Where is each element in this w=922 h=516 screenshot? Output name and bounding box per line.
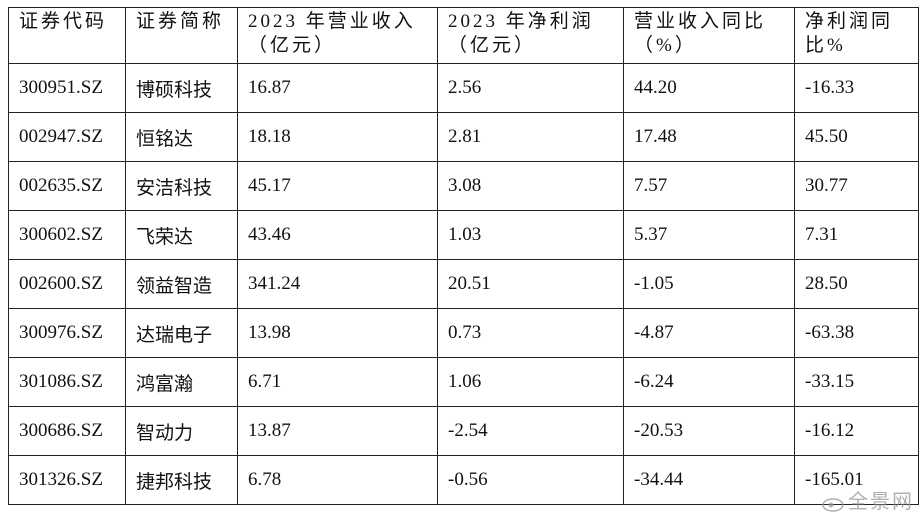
table-cell: -165.01 [794,455,919,505]
table-cell: 1.03 [437,210,624,260]
table-cell: 2.56 [437,63,624,113]
table-cell: 7.57 [623,161,795,211]
header-text: 比% [805,35,846,56]
table-cell: 45.50 [794,112,919,162]
table-cell: 43.46 [237,210,438,260]
table-row: 301326.SZ 捷邦科技 6.78 -0.56 -34.44 -165.01 [8,455,919,505]
header-text: 营业收入同比 [634,11,767,32]
table-cell: 300951.SZ [8,63,126,113]
table-cell: -2.54 [437,406,624,456]
table-body: 300951.SZ 博硕科技 16.87 2.56 44.20 -16.33 002947.… [8,63,919,505]
table-cell: 300976.SZ [8,308,126,358]
table-cell: 智动力 [125,406,238,456]
table-row: 002635.SZ 安洁科技 45.17 3.08 7.57 30.77 [8,161,919,211]
header-text: 2023 年净利润 [448,11,594,32]
table-row: 300686.SZ 智动力 13.87 -2.54 -20.53 -16.12 [8,406,919,456]
table-cell: 6.71 [237,357,438,407]
header-cell: 2023 年营业收入 （亿元） [237,7,438,64]
header-text: （亿元） [248,35,337,56]
table-cell: 17.48 [623,112,795,162]
table-cell: 28.50 [794,259,919,309]
table-cell: 恒铭达 [125,112,238,162]
table-cell: 300602.SZ [8,210,126,260]
header-row: 证券代码 证券简称 2023 年营业收入 （亿元） 2023 年净利润 （亿元） 营业收入同… [8,7,919,64]
table-row: 300951.SZ 博硕科技 16.87 2.56 44.20 -16.33 [8,63,919,113]
table-header: 证券代码 证券简称 2023 年营业收入 （亿元） 2023 年净利润 （亿元） 营业收入同… [8,7,919,64]
header-cell: 净利润同比% [794,7,919,64]
table-cell: 002600.SZ [8,259,126,309]
table-row: 301086.SZ 鸿富瀚 6.71 1.06 -6.24 -33.15 [8,357,919,407]
table-cell: -6.24 [623,357,795,407]
table-cell: 6.78 [237,455,438,505]
table-cell: 飞荣达 [125,210,238,260]
header-text: 2023 年营业收入 [248,11,416,32]
table-cell: 13.87 [237,406,438,456]
header-cell: 2023 年净利润 （亿元） [437,7,624,64]
table-cell: 0.73 [437,308,624,358]
table-cell: 3.08 [437,161,624,211]
header-cell: 证券简称 [125,7,238,64]
watermark-text: 全景网 [848,489,914,513]
table-row: 300602.SZ 飞荣达 43.46 1.03 5.37 7.31 [8,210,919,260]
header-text: 证券代码 [19,11,108,32]
table-cell: 301086.SZ [8,357,126,407]
table-cell: 18.18 [237,112,438,162]
header-text: （亿元） [448,35,537,56]
table-cell: 45.17 [237,161,438,211]
table-cell: -33.15 [794,357,919,407]
table-cell: 1.06 [437,357,624,407]
table-cell: -16.12 [794,406,919,456]
table-cell: 达瑞电子 [125,308,238,358]
watermark: 全景网 [822,485,914,514]
table-cell: -63.38 [794,308,919,358]
table-cell: 博硕科技 [125,63,238,113]
table-cell: -4.87 [623,308,795,358]
header-text: （%） [634,35,697,56]
table-cell: -16.33 [794,63,919,113]
watermark-icon [822,497,844,512]
table-cell: 30.77 [794,161,919,211]
table-cell: 7.31 [794,210,919,260]
table-cell: 002635.SZ [8,161,126,211]
table-cell: -1.05 [623,259,795,309]
header-text: 净利润同 [805,11,894,32]
table-row: 002947.SZ 恒铭达 18.18 2.81 17.48 45.50 [8,112,919,162]
table-cell: 44.20 [623,63,795,113]
table-cell: 捷邦科技 [125,455,238,505]
table-cell: 341.24 [237,259,438,309]
table-cell: -34.44 [623,455,795,505]
table-cell: 安洁科技 [125,161,238,211]
table-cell: 20.51 [437,259,624,309]
table-cell: 2.81 [437,112,624,162]
table-cell: 300686.SZ [8,406,126,456]
table-cell: 301326.SZ [8,455,126,505]
header-cell: 营业收入同比 （%） [623,7,795,64]
header-text: 证券简称 [136,11,225,32]
table-cell: 16.87 [237,63,438,113]
data-table: 证券代码 证券简称 2023 年营业收入 （亿元） 2023 年净利润 （亿元） 营业收入同… [8,7,919,505]
table-cell: -0.56 [437,455,624,505]
table-row: 002600.SZ 领益智造 341.24 20.51 -1.05 28.50 [8,259,919,309]
table-cell: 5.37 [623,210,795,260]
table-cell: 13.98 [237,308,438,358]
header-cell: 证券代码 [8,7,126,64]
table-cell: 002947.SZ [8,112,126,162]
table-cell: 鸿富瀚 [125,357,238,407]
table-cell: -20.53 [623,406,795,456]
table-row: 300976.SZ 达瑞电子 13.98 0.73 -4.87 -63.38 [8,308,919,358]
table-cell: 领益智造 [125,259,238,309]
